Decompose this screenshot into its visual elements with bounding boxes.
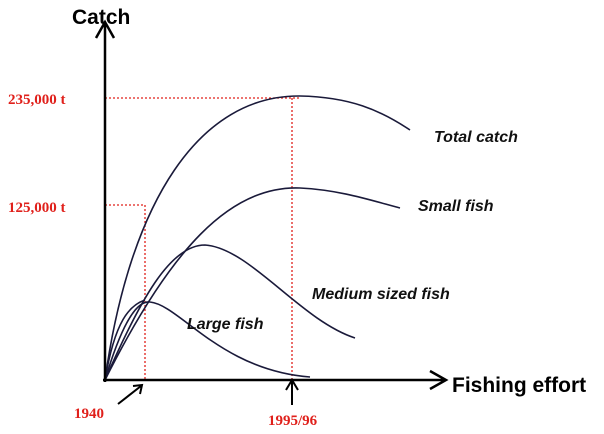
- y-axis: [94, 19, 116, 382]
- curve-label: Small fish: [418, 198, 494, 215]
- curve: [104, 95, 411, 381]
- curve-label: Total catch: [434, 129, 518, 146]
- curve: [104, 244, 356, 381]
- curve-label: Medium sized fish: [312, 286, 450, 303]
- x-axis-label: Fishing effort: [452, 374, 586, 397]
- curve-label: Large fish: [187, 316, 264, 333]
- y-axis-label: Catch: [72, 6, 130, 29]
- arrow: [117, 383, 144, 405]
- arrow: [285, 378, 299, 405]
- curve: [104, 301, 311, 381]
- y-marker: 235,000 t: [8, 92, 66, 108]
- x-marker: 1995/96: [268, 413, 318, 429]
- x-axis: [103, 369, 449, 391]
- curve: [104, 187, 401, 381]
- curve: [104, 299, 146, 381]
- x-marker: 1940: [74, 406, 104, 422]
- y-marker: 125,000 t: [8, 200, 66, 216]
